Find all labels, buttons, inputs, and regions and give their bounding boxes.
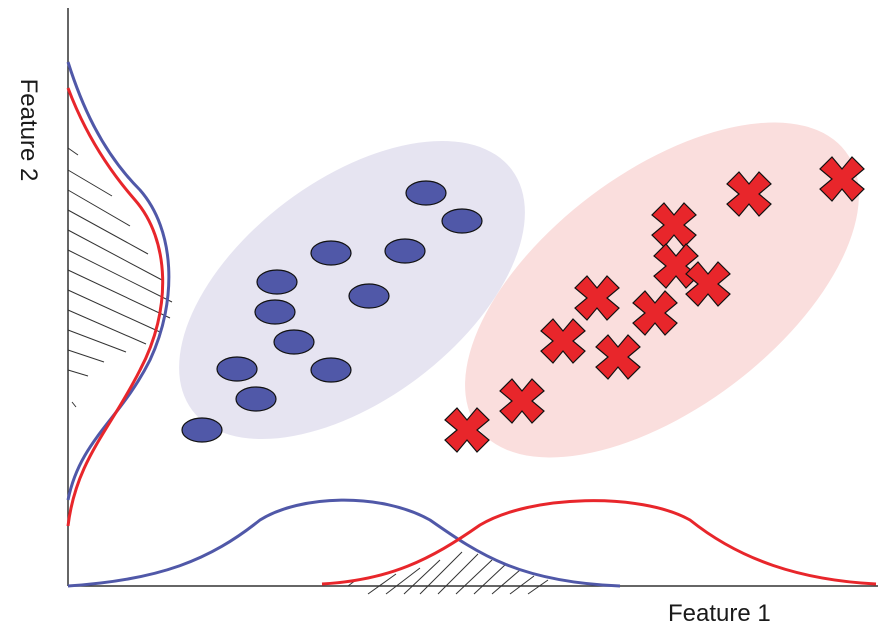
blue-point bbox=[256, 269, 298, 295]
red-y-distribution bbox=[66, 87, 165, 527]
blue-point bbox=[254, 299, 296, 325]
blue-point bbox=[235, 386, 277, 412]
blue-point bbox=[348, 283, 390, 309]
red-x-distribution bbox=[321, 499, 877, 586]
blue-point bbox=[405, 180, 447, 206]
blue-point bbox=[384, 238, 426, 264]
blue-point bbox=[216, 356, 258, 382]
blue-point bbox=[273, 329, 315, 355]
y-overlap-hatch bbox=[67, 147, 173, 408]
blue-x-distribution bbox=[67, 498, 621, 588]
y-axis-label: Feature 2 bbox=[15, 78, 42, 182]
x-axis-label: Feature 1 bbox=[668, 600, 771, 627]
blue-point bbox=[310, 240, 352, 266]
blue-point bbox=[441, 208, 483, 234]
blue-y-distribution bbox=[66, 61, 171, 501]
blue-points bbox=[181, 180, 483, 443]
blue-point bbox=[310, 357, 352, 383]
blue-point bbox=[181, 417, 223, 443]
x-overlap-hatch bbox=[347, 551, 549, 595]
